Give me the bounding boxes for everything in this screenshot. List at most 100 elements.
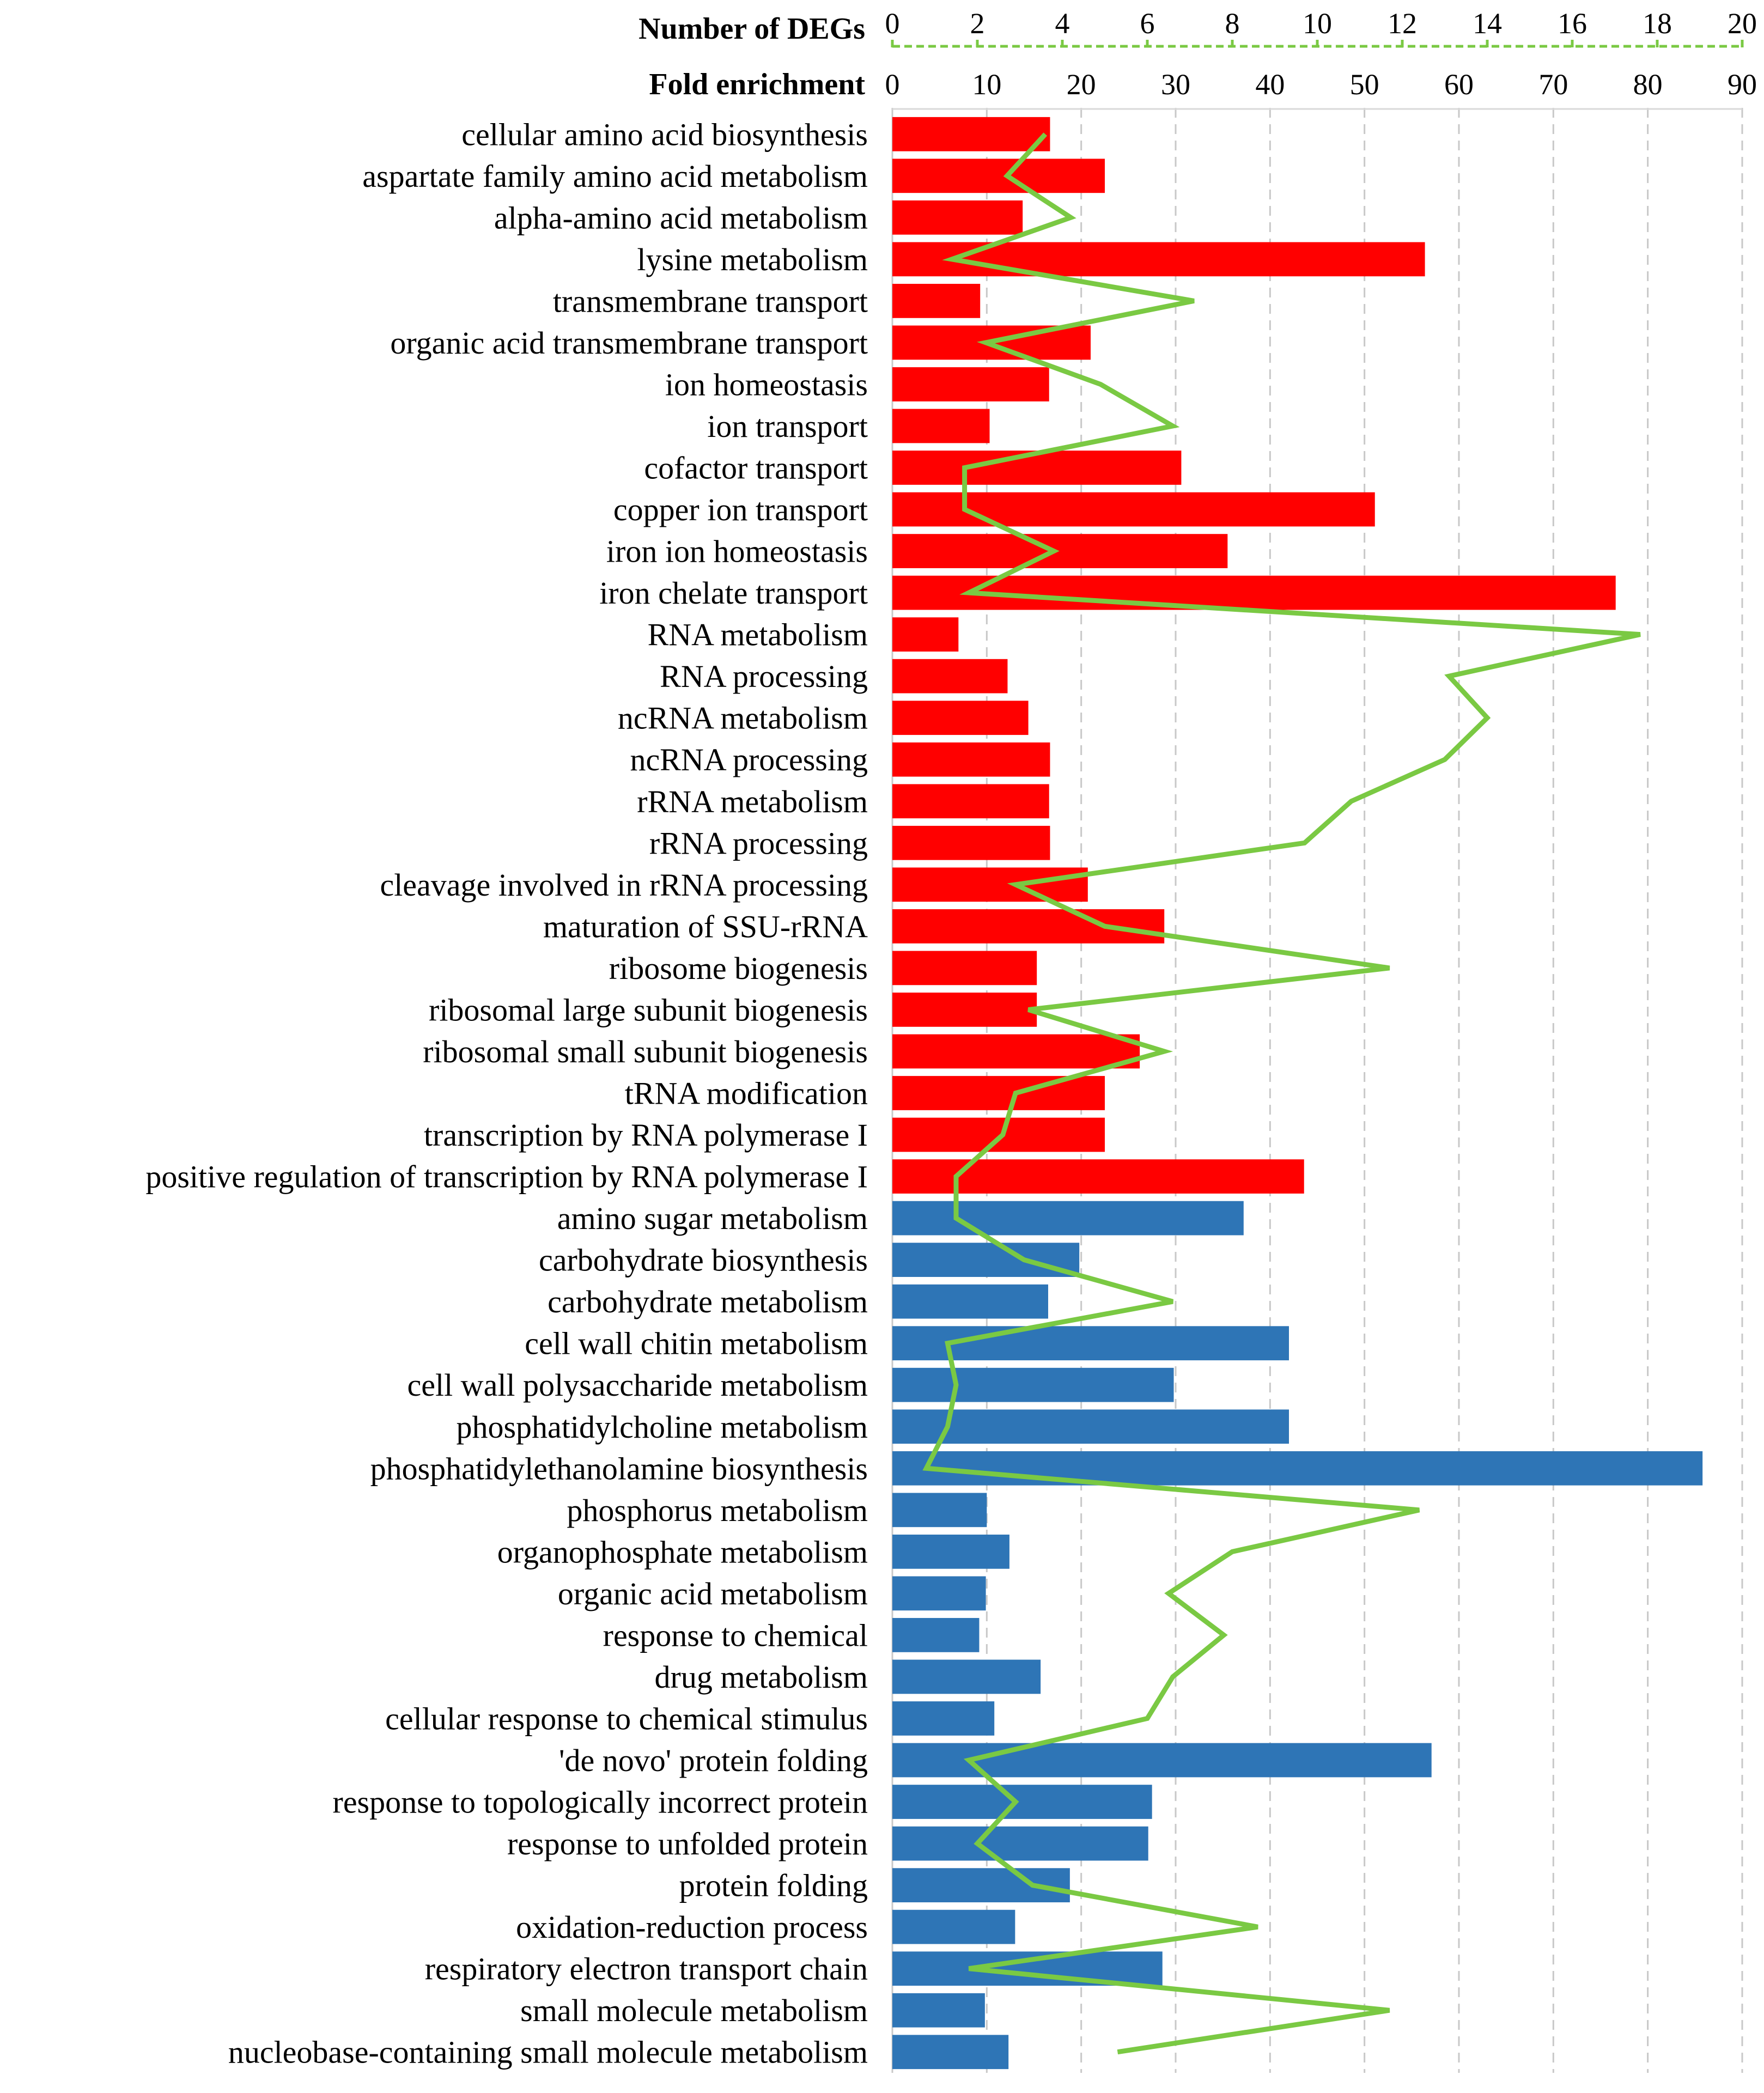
bar xyxy=(892,825,1050,860)
bar xyxy=(892,575,1616,610)
bar xyxy=(892,200,1023,235)
category-label: alpha-amino acid metabolism xyxy=(494,200,868,235)
bar xyxy=(892,1451,1703,1486)
category-label: organic acid transmembrane transport xyxy=(390,325,868,361)
category-label: response to chemical xyxy=(603,1617,868,1653)
bar xyxy=(892,1034,1140,1069)
bar xyxy=(892,1201,1244,1236)
category-label: cellular amino acid biosynthesis xyxy=(461,117,868,152)
bar xyxy=(892,159,1105,193)
category-label: cell wall polysaccharide metabolism xyxy=(407,1367,868,1403)
category-label: phosphatidylcholine metabolism xyxy=(456,1409,868,1445)
secondary-axis: Number of DEGs 0 2 4 6 8 10 12 14 16 18 20 xyxy=(638,7,1757,48)
category-label: iron chelate transport xyxy=(599,575,868,611)
primary-tick-label: 90 xyxy=(1727,68,1757,101)
bar xyxy=(892,867,1088,902)
line-series xyxy=(922,132,1641,2055)
category-label: phosphatidylethanolamine biosynthesis xyxy=(370,1451,868,1486)
category-label: RNA processing xyxy=(660,659,868,694)
category-label: ion homeostasis xyxy=(665,367,868,402)
category-label: drug metabolism xyxy=(655,1659,868,1695)
secondary-tick-label: 4 xyxy=(1055,7,1070,40)
primary-tick-label: 50 xyxy=(1350,68,1379,101)
secondary-tick-label: 8 xyxy=(1225,7,1240,40)
bar xyxy=(892,1534,1009,1569)
category-label: response to unfolded protein xyxy=(507,1826,868,1861)
category-label: tRNA modification xyxy=(625,1076,868,1111)
category-label: cell wall chitin metabolism xyxy=(525,1326,868,1361)
bar xyxy=(892,409,990,443)
primary-axis: Fold enrichment 0 10 20 30 40 50 60 70 80 90 xyxy=(649,68,1757,110)
bar xyxy=(892,617,959,652)
category-label: ncRNA metabolism xyxy=(618,701,868,736)
primary-tick-label: 70 xyxy=(1538,68,1568,101)
secondary-tick-label: 0 xyxy=(885,7,900,40)
category-label: RNA metabolism xyxy=(648,617,868,653)
bar xyxy=(892,1826,1148,1861)
category-label: organophosphate metabolism xyxy=(497,1534,868,1569)
category-label: protein folding xyxy=(679,1868,868,1903)
bar xyxy=(892,1659,1041,1694)
primary-tick-label: 10 xyxy=(972,68,1001,101)
bar xyxy=(892,242,1425,277)
bar xyxy=(892,1117,1105,1152)
bar xyxy=(892,701,1029,735)
bar xyxy=(892,784,1049,819)
category-label: cofactor transport xyxy=(644,451,868,486)
secondary-tick-label: 2 xyxy=(970,7,985,40)
bar xyxy=(892,1367,1174,1402)
category-label: nucleobase-containing small molecule met… xyxy=(228,2035,868,2070)
category-label: carbohydrate metabolism xyxy=(548,1284,868,1319)
primary-tick-label: 0 xyxy=(885,68,900,101)
category-label: maturation of SSU-rRNA xyxy=(543,909,868,944)
bar xyxy=(892,1159,1304,1194)
primary-tick-label: 80 xyxy=(1633,68,1663,101)
category-labels: cellular amino acid biosynthesis aspartat… xyxy=(145,117,868,2070)
primary-tick-label: 40 xyxy=(1255,68,1285,101)
bar xyxy=(892,2035,1009,2070)
category-label: iron ion homeostasis xyxy=(606,534,868,569)
bar xyxy=(892,1284,1048,1319)
category-label: small molecule metabolism xyxy=(520,1993,868,2028)
primary-tick-label: 60 xyxy=(1444,68,1474,101)
category-label: copper ion transport xyxy=(613,492,868,527)
bar xyxy=(892,993,1037,1027)
bar xyxy=(892,1243,1080,1277)
bar xyxy=(892,492,1375,527)
category-label: ribosomal large subunit biogenesis xyxy=(429,992,868,1027)
bar xyxy=(892,1493,987,1528)
category-label: organic acid metabolism xyxy=(558,1576,868,1611)
bar xyxy=(892,1409,1289,1444)
secondary-tick-label: 16 xyxy=(1558,7,1587,40)
primary-tick-label: 20 xyxy=(1067,68,1096,101)
bar xyxy=(892,1951,1163,1986)
primary-axis-title: Fold enrichment xyxy=(649,68,865,101)
bar xyxy=(892,1576,986,1611)
secondary-tick-label: 20 xyxy=(1727,7,1757,40)
bar xyxy=(892,534,1228,568)
category-label: 'de novo' protein folding xyxy=(559,1743,868,1778)
category-label: respiratory electron transport chain xyxy=(425,1951,868,1987)
category-label: rRNA processing xyxy=(649,825,868,861)
category-label: amino sugar metabolism xyxy=(557,1201,868,1236)
category-label: oxidation-reduction process xyxy=(516,1909,868,1945)
category-label: transmembrane transport xyxy=(553,283,868,319)
bar xyxy=(892,1993,985,2028)
bar xyxy=(892,284,981,318)
bar xyxy=(892,659,1008,693)
category-label: ncRNA processing xyxy=(630,742,868,777)
bar xyxy=(892,367,1049,401)
bar xyxy=(892,1618,980,1652)
bar xyxy=(892,1785,1152,1819)
category-label: transcription by RNA polymerase I xyxy=(424,1117,868,1153)
category-label: response to topologically incorrect prot… xyxy=(333,1785,868,1820)
category-label: phosphorus metabolism xyxy=(567,1493,868,1528)
secondary-tick-label: 18 xyxy=(1643,7,1672,40)
category-label: aspartate family amino acid metabolism xyxy=(362,159,868,194)
category-label: ribosome biogenesis xyxy=(609,951,868,986)
bar xyxy=(892,117,1050,151)
secondary-tick-label: 14 xyxy=(1473,7,1502,40)
secondary-tick-label: 12 xyxy=(1388,7,1417,40)
bar xyxy=(892,451,1182,485)
